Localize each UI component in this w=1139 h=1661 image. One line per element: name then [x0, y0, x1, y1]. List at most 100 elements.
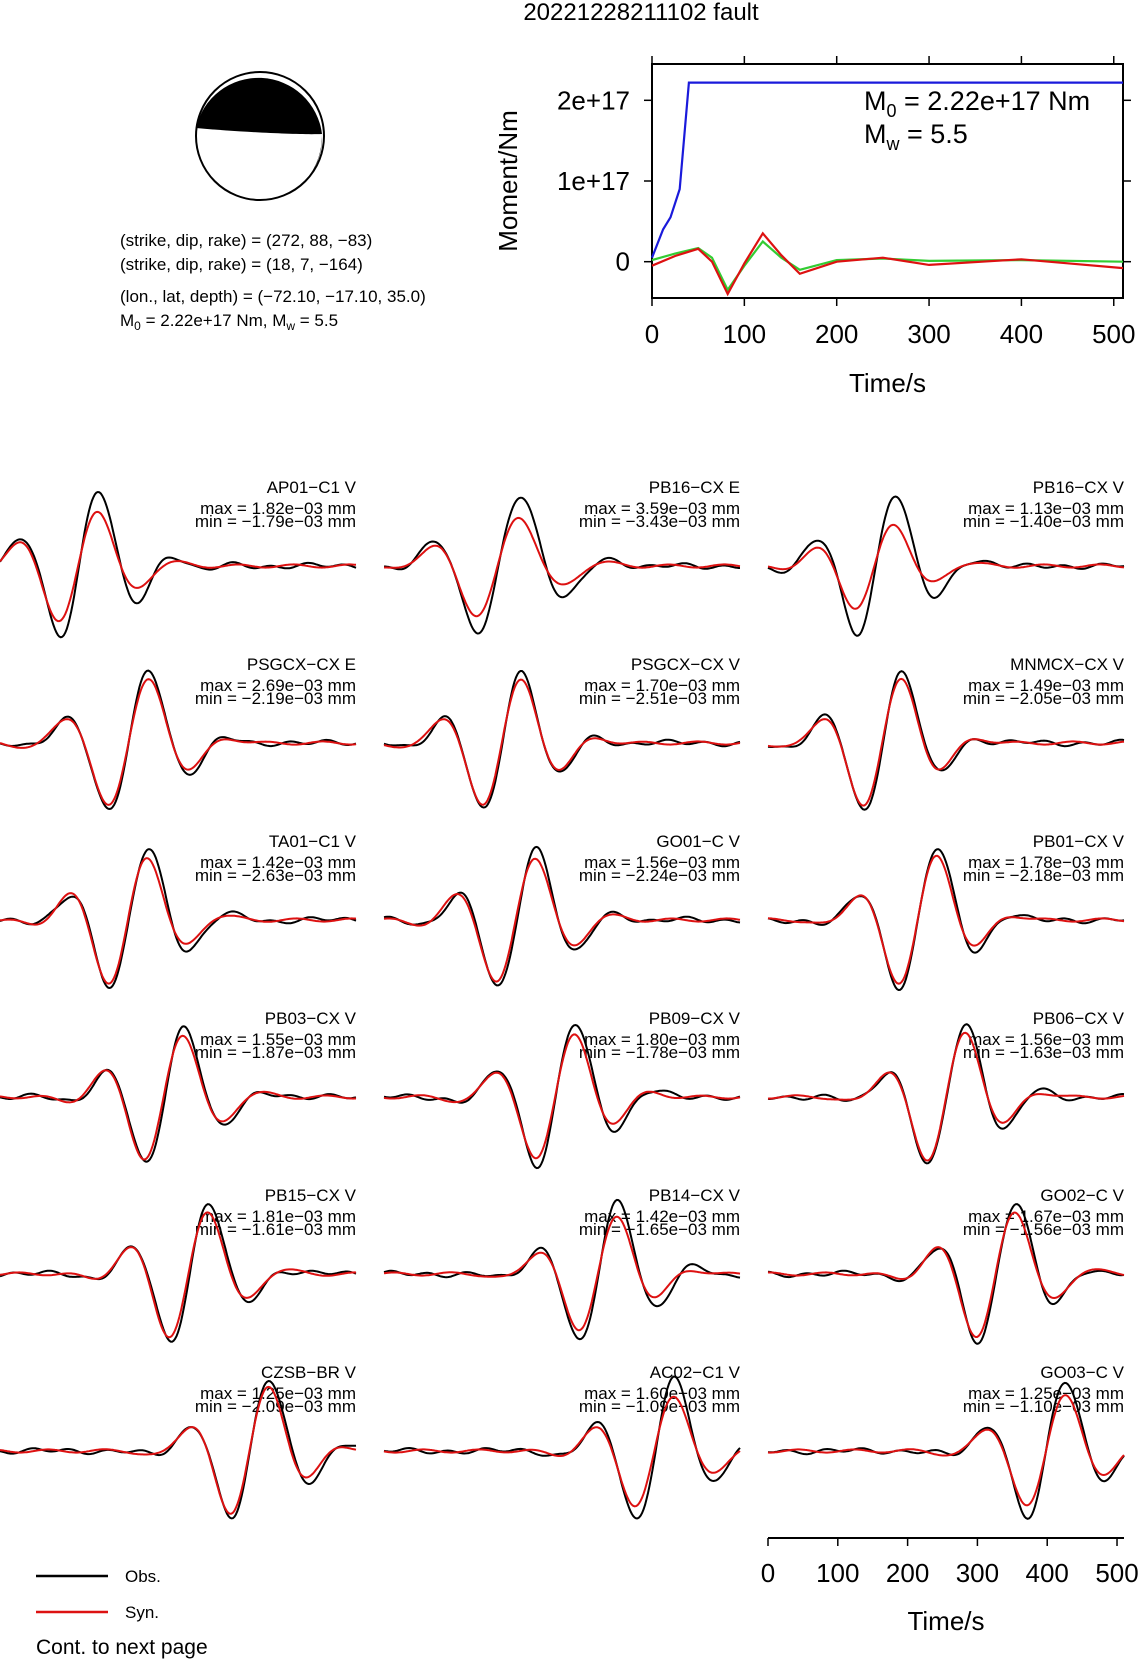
station-max: max = 1.56e−03 mm	[584, 853, 740, 872]
legend-obs-label: Obs.	[125, 1567, 161, 1586]
station-min: min = −2.51e−03 mm	[579, 689, 740, 708]
synthetic-trace	[383, 1395, 741, 1508]
m0-symbol: M	[120, 311, 134, 330]
m0-letter: M	[864, 86, 887, 116]
mw-value: = 5.5	[295, 311, 338, 330]
station-name: AC02−C1 V	[650, 1363, 741, 1382]
observed-trace	[0, 490, 357, 639]
m0-text: = 2.22e+17 Nm	[897, 86, 1091, 116]
m0-subscript: 0	[134, 319, 141, 333]
hypocenter: (lon., lat, depth) = (−72.10, −17.10, 35…	[120, 287, 426, 306]
mw-text: = 5.5	[900, 119, 968, 149]
observed-trace	[383, 1375, 741, 1520]
station-name: PB09−CX V	[649, 1009, 741, 1028]
station-name: PB15−CX V	[265, 1186, 357, 1205]
nodal-plane-2: (strike, dip, rake) = (18, 7, −164)	[120, 255, 363, 274]
station-max: max = 1.80e−03 mm	[584, 1030, 740, 1049]
time-axis-label: Time/s	[907, 1606, 984, 1636]
station-min: min = −3.43e−03 mm	[579, 512, 740, 531]
observed-trace	[767, 670, 1125, 811]
synthetic-trace	[383, 1215, 741, 1332]
figure-title: 20221228211102 fault	[523, 0, 759, 26]
station-min: min = −2.18e−03 mm	[963, 866, 1124, 885]
station-name: GO01−C V	[656, 832, 740, 851]
station-max: max = 1.81e−03 mm	[200, 1207, 356, 1226]
moment-annotation-mw: Mw = 5.5	[864, 119, 968, 154]
synthetic-trace	[767, 1394, 1125, 1507]
station-min: min = −1.61e−03 mm	[195, 1220, 356, 1239]
station-max: max = 1.25e−03 mm	[968, 1384, 1124, 1403]
station-name: PSGCX−CX V	[631, 655, 741, 674]
continuation-note: Cont. to next page	[36, 1636, 208, 1659]
y-tick-label: 0	[616, 247, 630, 277]
mw-sub: w	[886, 134, 901, 154]
station-name: PB03−CX V	[265, 1009, 357, 1028]
x-tick-label: 300	[907, 319, 950, 349]
observed-trace	[767, 848, 1125, 992]
synthetic-trace	[767, 854, 1125, 985]
synthetic-trace	[767, 1031, 1125, 1162]
time-tick-label: 0	[761, 1558, 775, 1588]
nodal-plane-1: (strike, dip, rake) = (272, 88, −83)	[120, 231, 372, 250]
moment-y-axis-label: Moment/Nm	[493, 110, 523, 252]
station-name: PB01−CX V	[1033, 832, 1125, 851]
synthetic-trace	[767, 1211, 1125, 1338]
station-max: max = 1.49e−03 mm	[968, 676, 1124, 695]
station-min: min = −1.78e−03 mm	[579, 1043, 740, 1062]
station-max: max = 3.59e−03 mm	[584, 499, 740, 518]
station-min: min = −1.65e−03 mm	[579, 1220, 740, 1239]
observed-trace	[767, 1381, 1125, 1520]
station-max: max = 1.82e−03 mm	[200, 499, 356, 518]
station-min: min = −2.09e−03 mm	[195, 1397, 356, 1416]
synthetic-trace	[0, 678, 357, 806]
station-min: min = −1.56e−03 mm	[963, 1220, 1124, 1239]
station-max: max = 1.42e−03 mm	[584, 1207, 740, 1226]
station-name: PB06−CX V	[1033, 1009, 1125, 1028]
station-max: max = 2.69e−03 mm	[200, 676, 356, 695]
station-min: min = −2.24e−03 mm	[579, 866, 740, 885]
station-max: max = 1.55e−03 mm	[200, 1030, 356, 1049]
station-name: AP01−C1 V	[267, 478, 357, 497]
station-min: min = −1.87e−03 mm	[195, 1043, 356, 1062]
station-name: GO02−C V	[1040, 1186, 1124, 1205]
station-min: min = −1.09e−03 mm	[579, 1397, 740, 1416]
y-tick-label: 1e+17	[557, 166, 630, 196]
station-max: max = 1.13e−03 mm	[968, 499, 1124, 518]
synthetic-trace	[767, 677, 1125, 807]
station-min: min = −1.10e−03 mm	[963, 1397, 1124, 1416]
synthetic-trace	[383, 1033, 741, 1160]
station-name: PSGCX−CX E	[247, 655, 356, 674]
synthetic-trace	[0, 1034, 356, 1161]
station-min: min = −2.63e−03 mm	[195, 866, 356, 885]
station-name: GO03−C V	[1040, 1363, 1124, 1382]
m0-sub: 0	[887, 101, 897, 121]
synthetic-trace	[0, 857, 357, 985]
synthetic-trace	[0, 1385, 357, 1515]
station-name: TA01−C1 V	[269, 832, 357, 851]
station-name: CZSB−BR V	[261, 1363, 357, 1382]
mw-subscript: w	[285, 319, 295, 333]
x-tick-label: 200	[815, 319, 858, 349]
x-tick-label: 400	[1000, 319, 1043, 349]
synthetic-trace	[383, 678, 741, 806]
x-tick-label: 500	[1092, 319, 1135, 349]
station-max: max = 1.42e−03 mm	[200, 853, 356, 872]
time-tick-label: 100	[816, 1558, 859, 1588]
moment-series-0	[650, 81, 1123, 259]
synthetic-trace	[767, 523, 1125, 610]
moment-magnitude-line: M0 = 2.22e+17 Nm, Mw = 5.5	[120, 311, 338, 333]
time-tick-label: 300	[956, 1558, 999, 1588]
